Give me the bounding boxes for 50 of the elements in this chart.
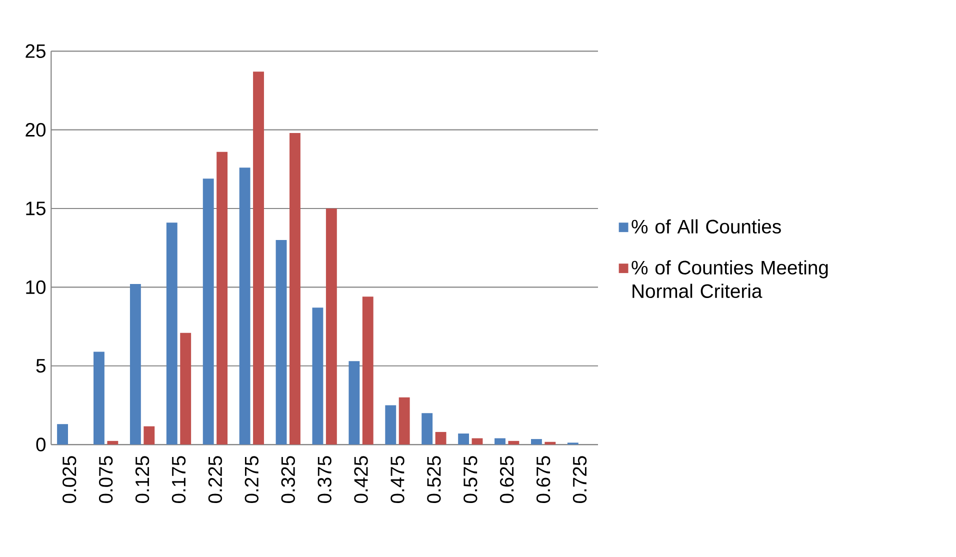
bar xyxy=(57,424,68,445)
x-tick-label: 0.375 xyxy=(318,456,332,504)
legend-label: % of All Counties xyxy=(632,219,781,234)
bar xyxy=(494,438,506,445)
bar xyxy=(422,413,433,445)
bar xyxy=(276,240,287,445)
x-tick-label: 0.525 xyxy=(427,456,441,504)
x-tick-label: 0.425 xyxy=(354,456,368,504)
bar xyxy=(508,441,520,445)
x-tick-label: 0.225 xyxy=(208,456,222,504)
legend-label: % of Counties Meeting Normal Criteria xyxy=(632,260,828,298)
y-tick-label: 5 xyxy=(36,359,46,373)
bar xyxy=(385,405,396,445)
bar xyxy=(107,441,118,445)
bar xyxy=(144,426,155,445)
x-tick-label: 0.625 xyxy=(500,456,514,504)
x-tick-label: 0.175 xyxy=(172,456,186,504)
bar xyxy=(326,208,337,445)
bar xyxy=(435,432,446,445)
bar xyxy=(216,152,228,445)
bar xyxy=(398,397,410,445)
bar xyxy=(239,168,250,445)
bar xyxy=(458,434,470,445)
x-tick-label: 0.725 xyxy=(572,456,587,504)
x-tick-label: 0.675 xyxy=(536,456,550,504)
y-tick-label: 20 xyxy=(26,123,46,137)
bar xyxy=(202,178,214,445)
x-tick-label: 0.075 xyxy=(98,456,113,504)
x-tick-label: 0.275 xyxy=(244,456,259,504)
bar xyxy=(348,361,360,445)
bar xyxy=(253,72,264,445)
bar xyxy=(312,308,324,445)
bar xyxy=(94,352,104,445)
bar xyxy=(180,332,192,445)
bar xyxy=(362,296,374,445)
x-tick-label: 0.125 xyxy=(135,456,150,504)
bar xyxy=(544,442,556,445)
bar xyxy=(130,284,141,445)
y-tick-label: 25 xyxy=(26,44,46,58)
y-tick-label: 0 xyxy=(36,438,46,452)
x-tick-label: 0.025 xyxy=(62,456,76,504)
bar xyxy=(472,438,483,445)
bar xyxy=(290,133,300,445)
bar xyxy=(166,222,178,445)
x-tick-label: 0.575 xyxy=(464,456,478,504)
y-tick-label: 15 xyxy=(26,202,46,216)
bar xyxy=(530,439,542,445)
x-tick-label: 0.475 xyxy=(390,456,404,504)
x-tick-label: 0.325 xyxy=(281,456,295,504)
y-tick-label: 10 xyxy=(26,280,46,294)
